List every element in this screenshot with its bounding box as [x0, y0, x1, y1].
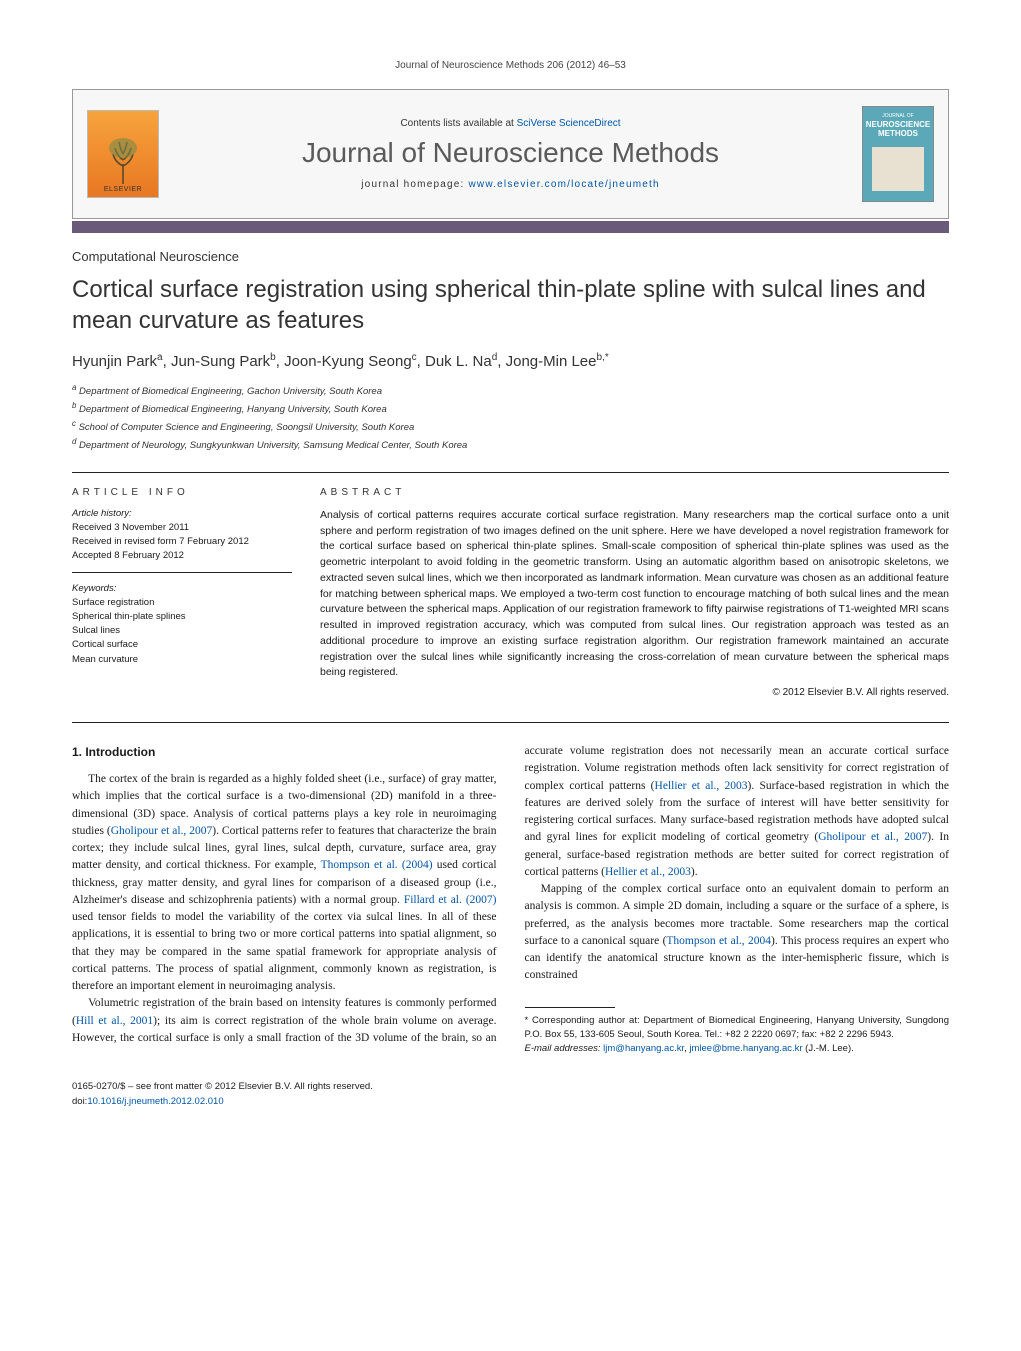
affiliations: a Department of Biomedical Engineering, … [72, 382, 949, 454]
cover-top-text: JOURNAL OF [882, 113, 913, 119]
banner-center: Contents lists available at SciVerse Sci… [173, 90, 848, 218]
p2-post: ). [691, 866, 698, 878]
history-label: Article history: [72, 508, 292, 519]
email-line: E-mail addresses: ljm@hanyang.ac.kr, jml… [525, 1042, 950, 1056]
doi-prefix: doi: [72, 1096, 87, 1107]
cite-hill-2001[interactable]: Hill et al., 2001 [76, 1015, 153, 1027]
intro-p1: The cortex of the brain is regarded as a… [72, 771, 497, 995]
keywords-block: Keywords: Surface registrationSpherical … [72, 583, 292, 675]
keywords-list: Surface registrationSpherical thin-plate… [72, 596, 292, 667]
email-label: E-mail addresses: [525, 1043, 604, 1054]
elsevier-logo: ELSEVIER [87, 110, 159, 198]
banner-right: JOURNAL OF NEUROSCIENCE METHODS [848, 90, 948, 218]
abstract-text: Analysis of cortical patterns requires a… [320, 508, 949, 681]
accent-bar [72, 221, 949, 233]
banner-left: ELSEVIER [73, 90, 173, 218]
abstract-head: ABSTRACT [320, 487, 949, 498]
journal-name: Journal of Neuroscience Methods [302, 137, 719, 169]
homepage-prefix: journal homepage: [361, 179, 468, 190]
cover-main1: NEUROSCIENCE [866, 120, 930, 129]
homepage-link[interactable]: www.elsevier.com/locate/jneumeth [468, 179, 659, 190]
contents-prefix: Contents lists available at [400, 118, 516, 129]
footer-block: 0165-0270/$ – see front matter © 2012 El… [72, 1080, 949, 1109]
authors-line: Hyunjin Parka, Jun-Sung Parkb, Joon-Kyun… [72, 352, 949, 370]
corresponding-author: * Corresponding author at: Department of… [525, 1014, 950, 1043]
cover-main2: METHODS [878, 129, 918, 138]
intro-p3: Mapping of the complex cortical surface … [525, 881, 950, 985]
contents-line: Contents lists available at SciVerse Sci… [400, 118, 620, 129]
history-lines: Received 3 November 2011Received in revi… [72, 521, 292, 564]
page-root: Journal of Neuroscience Methods 206 (201… [0, 0, 1021, 1159]
cite-gholipour-2007b[interactable]: Gholipour et al., 2007 [818, 831, 927, 843]
footnotes: * Corresponding author at: Department of… [525, 1014, 950, 1057]
doi-link[interactable]: 10.1016/j.jneumeth.2012.02.010 [87, 1096, 223, 1107]
cover-main-text: NEUROSCIENCE METHODS [866, 121, 930, 139]
homepage-line: journal homepage: www.elsevier.com/locat… [361, 179, 659, 190]
keywords-label: Keywords: [72, 583, 292, 594]
body-columns: 1. Introduction The cortex of the brain … [72, 743, 949, 1056]
section-label: Computational Neuroscience [72, 249, 949, 264]
article-title: Cortical surface registration using sphe… [72, 274, 949, 336]
footnote-rule [525, 1007, 615, 1008]
front-matter-line: 0165-0270/$ – see front matter © 2012 El… [72, 1080, 949, 1094]
cite-gholipour-2007[interactable]: Gholipour et al., 2007 [111, 825, 213, 837]
cover-image-placeholder [872, 147, 924, 191]
email-link-2[interactable]: jmlee@bme.hanyang.ac.kr [689, 1043, 802, 1054]
cite-hellier-2003b[interactable]: Hellier et al., 2003 [605, 866, 691, 878]
article-info: ARTICLE INFO Article history: Received 3… [72, 487, 292, 698]
doi-line: doi:10.1016/j.jneumeth.2012.02.010 [72, 1095, 949, 1109]
article-history-block: Article history: Received 3 November 201… [72, 508, 292, 573]
elsevier-tree-icon [103, 136, 143, 186]
running-head: Journal of Neuroscience Methods 206 (201… [72, 60, 949, 71]
cite-hellier-2003a[interactable]: Hellier et al., 2003 [655, 780, 748, 792]
sciencedirect-link[interactable]: SciVerse ScienceDirect [517, 118, 621, 129]
cover-thumbnail: JOURNAL OF NEUROSCIENCE METHODS [862, 106, 934, 202]
cite-thompson-2004b[interactable]: Thompson et al., 2004 [666, 935, 771, 947]
abstract: ABSTRACT Analysis of cortical patterns r… [320, 487, 949, 698]
intro-heading: 1. Introduction [72, 743, 497, 761]
section-divider [72, 722, 949, 723]
p1-post: used tensor fields to model the variabil… [72, 911, 497, 992]
article-info-head: ARTICLE INFO [72, 487, 292, 498]
cite-thompson-2004[interactable]: Thompson et al. (2004) [321, 859, 433, 871]
abstract-copyright: © 2012 Elsevier B.V. All rights reserved… [320, 687, 949, 698]
journal-banner: ELSEVIER Contents lists available at Sci… [72, 89, 949, 219]
info-abstract-row: ARTICLE INFO Article history: Received 3… [72, 472, 949, 698]
email-link-1[interactable]: ljm@hanyang.ac.kr [603, 1043, 684, 1054]
elsevier-label: ELSEVIER [104, 186, 142, 193]
cite-fillard-2007[interactable]: Fillard et al. (2007) [404, 894, 497, 906]
email-tail: (J.-M. Lee). [803, 1043, 854, 1054]
